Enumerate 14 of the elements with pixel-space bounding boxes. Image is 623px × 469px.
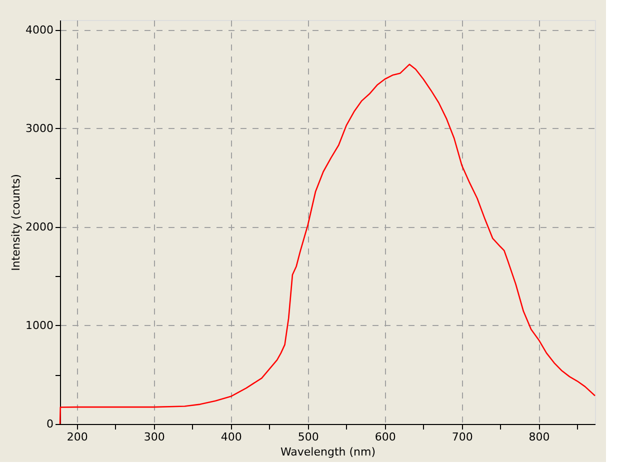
y-tick-label: 3000 [26,122,54,135]
y-tick-label: 4000 [26,23,54,36]
x-tick-label: 600 [374,430,396,444]
x-tick-label: 300 [144,430,165,444]
x-tick-label: 400 [220,430,242,444]
y-tick-label: 0 [46,418,54,430]
x-tick-label: 200 [66,430,88,444]
x-tick-label: 700 [452,430,473,444]
y-tick-label: 1000 [26,318,54,332]
y-tick-label: 2000 [26,220,54,234]
x-tick-label: 800 [528,430,550,444]
y-axis-title: Intensity (counts) [10,174,23,271]
x-axis-title: Wavelength (nm) [280,446,376,458]
x-tick-label: 500 [298,430,319,444]
